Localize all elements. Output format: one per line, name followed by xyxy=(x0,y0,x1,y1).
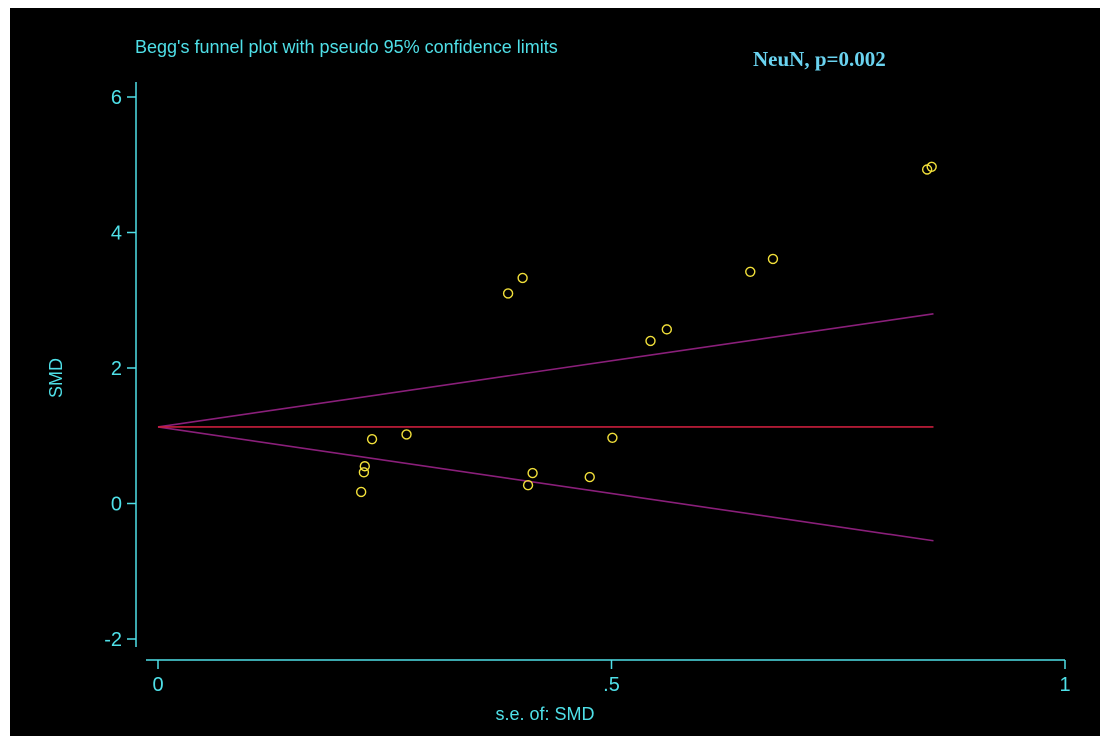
data-point xyxy=(926,161,937,172)
funnel-lines xyxy=(157,313,934,542)
data-point xyxy=(745,266,756,277)
x-tick-label: 0 xyxy=(152,674,163,696)
upper-confidence-limit xyxy=(157,313,934,428)
data-points xyxy=(355,161,937,498)
data-point xyxy=(517,272,528,284)
y-tick-label: -2 xyxy=(104,629,122,651)
p-value-annotation: NeuN, p=0.002 xyxy=(753,47,886,71)
y-tick-label: 4 xyxy=(111,223,122,245)
x-axis-label: s.e. of: SMD xyxy=(495,704,594,724)
data-point xyxy=(358,467,370,478)
y-tick-label: 0 xyxy=(111,494,122,516)
axes: -2 0 2 4 6 0 .5 1 xyxy=(104,82,1071,696)
data-point xyxy=(767,253,779,265)
data-point xyxy=(584,471,595,483)
funnel-plot: Begg's funnel plot with pseudo 95% confi… xyxy=(46,37,1071,724)
data-point xyxy=(522,480,534,491)
data-point xyxy=(355,486,367,498)
data-point xyxy=(359,461,370,472)
chart-frame: Begg's funnel plot with pseudo 95% confi… xyxy=(10,8,1100,736)
data-point xyxy=(502,288,514,299)
data-point xyxy=(401,429,412,440)
y-tick-label: 2 xyxy=(111,358,122,380)
data-point xyxy=(366,433,378,445)
y-tick-label: 6 xyxy=(111,87,122,109)
x-tick-label: .5 xyxy=(603,674,620,696)
data-point xyxy=(645,335,656,347)
x-tick-label: 1 xyxy=(1059,674,1070,696)
data-point xyxy=(527,467,538,479)
y-axis-label: SMD xyxy=(46,358,66,398)
data-point xyxy=(661,324,673,335)
chart-title: Begg's funnel plot with pseudo 95% confi… xyxy=(135,37,558,57)
lower-confidence-limit xyxy=(157,426,934,542)
data-point xyxy=(607,432,618,443)
